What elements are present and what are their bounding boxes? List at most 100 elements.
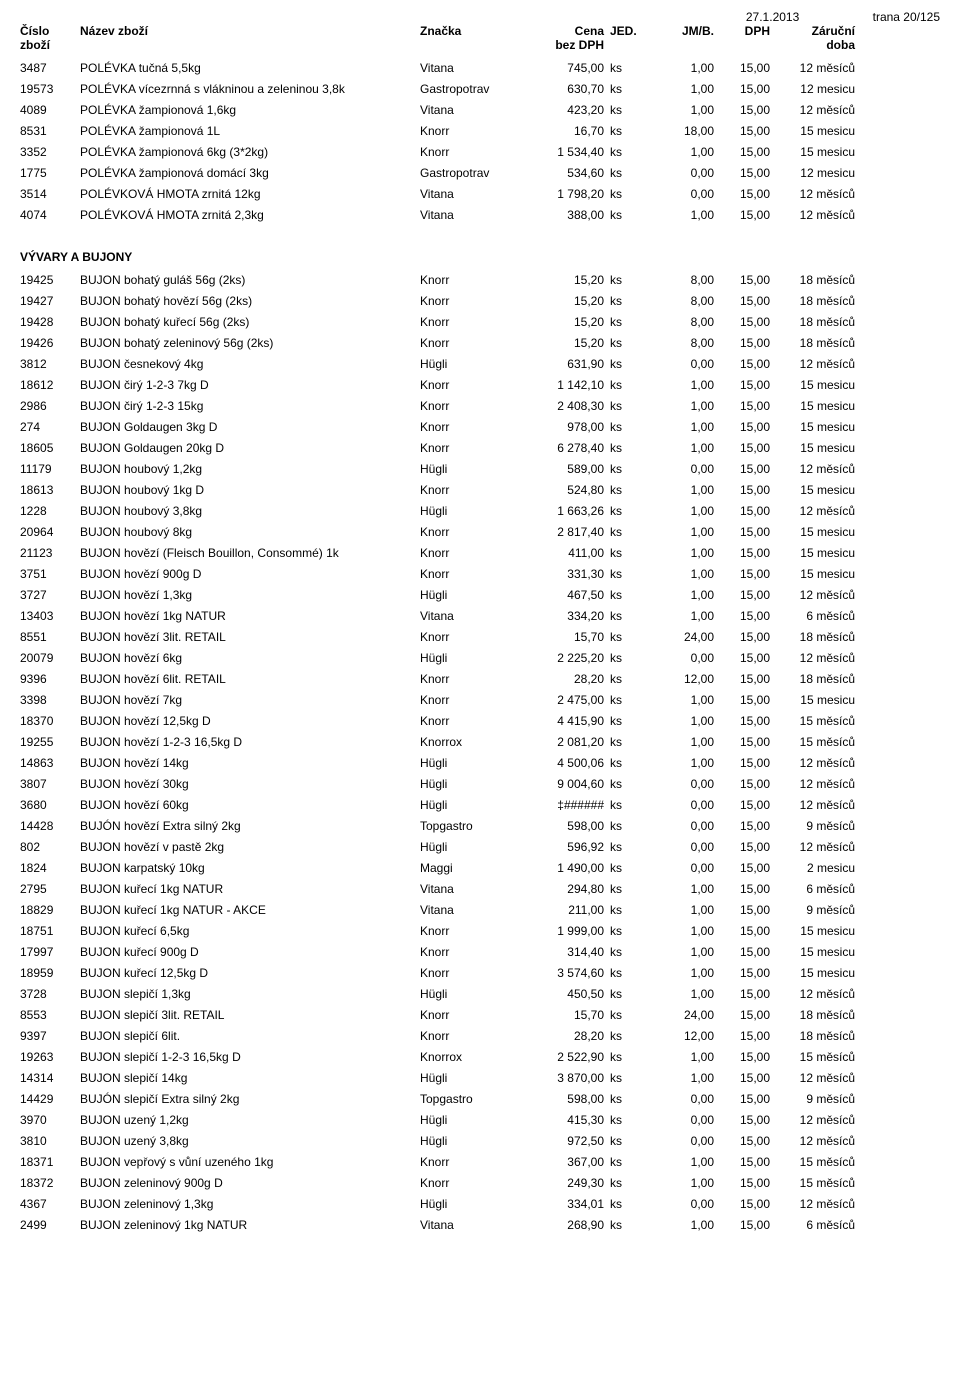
cell-warranty: 18 měsíců bbox=[770, 291, 855, 312]
cell-number: 9397 bbox=[20, 1026, 80, 1047]
cell-unit: ks bbox=[610, 291, 650, 312]
cell-unit: ks bbox=[610, 1131, 650, 1152]
cell-unit: ks bbox=[610, 1047, 650, 1068]
cell-brand: Vitana bbox=[420, 100, 520, 121]
cell-warranty: 12 mesicu bbox=[770, 163, 855, 184]
cell-unit: ks bbox=[610, 1194, 650, 1215]
cell-brand: Hügli bbox=[420, 774, 520, 795]
cell-unit: ks bbox=[610, 753, 650, 774]
cell-name: BUJON čirý 1-2-3 7kg D bbox=[80, 375, 420, 396]
cell-unit: ks bbox=[610, 522, 650, 543]
table-row: 1228BUJON houbový 3,8kgHügli1 663,26ks1,… bbox=[20, 501, 940, 522]
cell-number: 802 bbox=[20, 837, 80, 858]
cell-number: 2986 bbox=[20, 396, 80, 417]
cell-price: 28,20 bbox=[520, 669, 610, 690]
cell-warranty: 15 měsíců bbox=[770, 711, 855, 732]
table-row: 14314BUJON slepičí 14kgHügli3 870,00ks1,… bbox=[20, 1068, 940, 1089]
cell-warranty: 6 měsíců bbox=[770, 606, 855, 627]
cell-name: BUJON hovězí 30kg bbox=[80, 774, 420, 795]
cell-price: 1 999,00 bbox=[520, 921, 610, 942]
cell-name: BUJON hovězí 12,5kg D bbox=[80, 711, 420, 732]
cell-brand: Knorr bbox=[420, 543, 520, 564]
cell-warranty: 12 měsíců bbox=[770, 774, 855, 795]
cell-unit: ks bbox=[610, 163, 650, 184]
cell-jmb: 8,00 bbox=[650, 291, 720, 312]
cell-number: 14314 bbox=[20, 1068, 80, 1089]
cell-brand: Knorr bbox=[420, 375, 520, 396]
cell-warranty: 18 měsíců bbox=[770, 669, 855, 690]
cell-name: BUJON karpatský 10kg bbox=[80, 858, 420, 879]
cell-warranty: 15 mesicu bbox=[770, 438, 855, 459]
cell-name: BUJÓN hovězí Extra silný 2kg bbox=[80, 816, 420, 837]
cell-unit: ks bbox=[610, 396, 650, 417]
cell-unit: ks bbox=[610, 142, 650, 163]
cell-dph: 15,00 bbox=[720, 606, 770, 627]
cell-number: 19263 bbox=[20, 1047, 80, 1068]
cell-price: 15,20 bbox=[520, 333, 610, 354]
cell-warranty: 12 měsíců bbox=[770, 753, 855, 774]
cell-price: 331,30 bbox=[520, 564, 610, 585]
cell-jmb: 18,00 bbox=[650, 121, 720, 142]
cell-jmb: 1,00 bbox=[650, 205, 720, 226]
cell-brand: Hügli bbox=[420, 1110, 520, 1131]
cell-dph: 15,00 bbox=[720, 564, 770, 585]
cell-warranty: 18 měsíců bbox=[770, 270, 855, 291]
cell-jmb: 1,00 bbox=[650, 942, 720, 963]
cell-warranty: 12 měsíců bbox=[770, 1110, 855, 1131]
cell-jmb: 1,00 bbox=[650, 1173, 720, 1194]
cell-jmb: 1,00 bbox=[650, 100, 720, 121]
cell-number: 14429 bbox=[20, 1089, 80, 1110]
cell-brand: Knorr bbox=[420, 711, 520, 732]
cell-name: BUJON hovězí 14kg bbox=[80, 753, 420, 774]
cell-number: 9396 bbox=[20, 669, 80, 690]
cell-number: 19427 bbox=[20, 291, 80, 312]
cell-brand: Hügli bbox=[420, 585, 520, 606]
cell-name: BUJON Goldaugen 3kg D bbox=[80, 417, 420, 438]
cell-unit: ks bbox=[610, 543, 650, 564]
col-price: Cena bbox=[520, 24, 604, 38]
table-row: 20964BUJON houbový 8kgKnorr2 817,40ks1,0… bbox=[20, 522, 940, 543]
cell-name: BUJON slepičí 3lit. RETAIL bbox=[80, 1005, 420, 1026]
table-row: 3487POLÉVKA tučná 5,5kgVitana745,00ks1,0… bbox=[20, 58, 940, 79]
cell-unit: ks bbox=[610, 312, 650, 333]
cell-dph: 15,00 bbox=[720, 354, 770, 375]
cell-price: 467,50 bbox=[520, 585, 610, 606]
col-number: Číslo bbox=[20, 24, 80, 38]
cell-unit: ks bbox=[610, 1173, 650, 1194]
cell-brand: Gastropotrav bbox=[420, 163, 520, 184]
cell-unit: ks bbox=[610, 795, 650, 816]
cell-brand: Knorr bbox=[420, 1173, 520, 1194]
cell-dph: 15,00 bbox=[720, 79, 770, 100]
cell-price: 423,20 bbox=[520, 100, 610, 121]
cell-dph: 15,00 bbox=[720, 1047, 770, 1068]
cell-brand: Vitana bbox=[420, 205, 520, 226]
cell-warranty: 12 měsíců bbox=[770, 58, 855, 79]
cell-jmb: 1,00 bbox=[650, 1152, 720, 1173]
cell-price: 2 408,30 bbox=[520, 396, 610, 417]
cell-jmb: 0,00 bbox=[650, 184, 720, 205]
cell-name: BUJON hovězí 6kg bbox=[80, 648, 420, 669]
cell-dph: 15,00 bbox=[720, 501, 770, 522]
cell-jmb: 0,00 bbox=[650, 1110, 720, 1131]
cell-price: 2 225,20 bbox=[520, 648, 610, 669]
cell-dph: 15,00 bbox=[720, 438, 770, 459]
cell-number: 18959 bbox=[20, 963, 80, 984]
cell-jmb: 1,00 bbox=[650, 690, 720, 711]
cell-warranty: 15 mesicu bbox=[770, 543, 855, 564]
cell-unit: ks bbox=[610, 375, 650, 396]
cell-unit: ks bbox=[610, 564, 650, 585]
cell-name: BUJON slepičí 14kg bbox=[80, 1068, 420, 1089]
cell-name: BUJON kuřecí 12,5kg D bbox=[80, 963, 420, 984]
cell-dph: 15,00 bbox=[720, 648, 770, 669]
cell-brand: Knorr bbox=[420, 312, 520, 333]
cell-name: BUJON kuřecí 6,5kg bbox=[80, 921, 420, 942]
cell-jmb: 8,00 bbox=[650, 333, 720, 354]
cell-brand: Vitana bbox=[420, 879, 520, 900]
cell-unit: ks bbox=[610, 606, 650, 627]
cell-unit: ks bbox=[610, 1215, 650, 1236]
table-row: 14428BUJÓN hovězí Extra silný 2kgTopgast… bbox=[20, 816, 940, 837]
cell-number: 18829 bbox=[20, 900, 80, 921]
cell-dph: 15,00 bbox=[720, 1194, 770, 1215]
cell-brand: Knorr bbox=[420, 1026, 520, 1047]
cell-dph: 15,00 bbox=[720, 375, 770, 396]
